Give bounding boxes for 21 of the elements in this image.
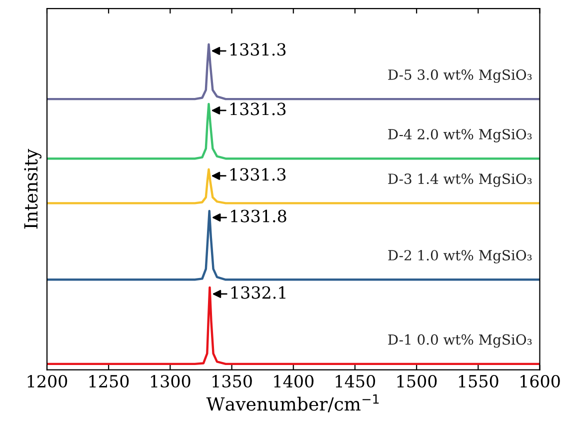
annotation: 1332.1 — [231, 286, 286, 299]
annotation: 1331.8 — [231, 210, 286, 222]
x-tick-label: 1200 — [28, 374, 68, 388]
annotation: 1331.3 — [230, 168, 286, 181]
x-axis-title: Wavenumber/cm$^{−1}$ — [206, 394, 379, 412]
y-axis-title: Intensity — [24, 148, 42, 229]
annotation: 1331.3 — [230, 102, 286, 116]
x-tick-label: 1550 — [458, 374, 498, 388]
x-tick-label: 1600 — [520, 374, 560, 388]
x-tick-label: 1400 — [274, 374, 314, 388]
series-label: D-5 3.0 wt% MgSiO₃ — [388, 69, 532, 83]
annotation: 1331.3 — [230, 43, 286, 56]
x-tick-label: 1250 — [89, 374, 129, 388]
x-tick-label: 1300 — [151, 374, 190, 388]
series-label: D-2 1.0 wt% MgSiO₃ — [388, 250, 532, 264]
x-tick-label: 1500 — [397, 374, 437, 388]
series-label: D-3 1.4 wt% MgSiO₃ — [388, 174, 532, 187]
x-tick-label: 1450 — [336, 374, 376, 388]
series-label: D-4 2.0 wt% MgSiO₃ — [388, 128, 532, 142]
x-tick-label: 1350 — [212, 374, 252, 388]
series-label: D-1 0.0 wt% MgSiO₃ — [388, 334, 532, 348]
